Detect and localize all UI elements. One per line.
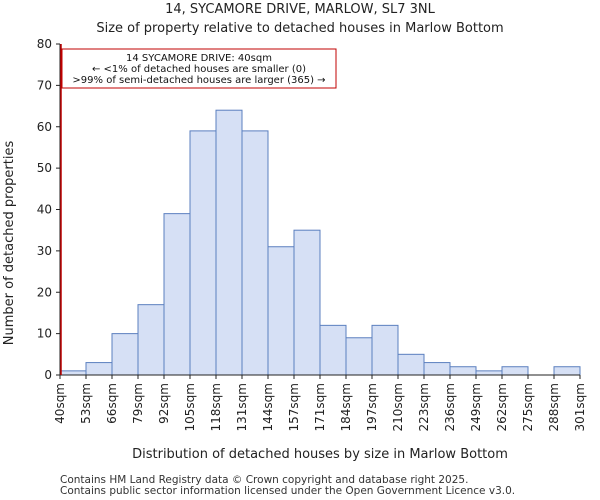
x-tick-label: 144sqm xyxy=(261,383,275,431)
y-tick-label: 0 xyxy=(44,368,52,382)
y-tick-label: 60 xyxy=(37,120,52,134)
x-tick-label: 288sqm xyxy=(547,383,561,431)
x-tick-label: 92sqm xyxy=(157,383,171,424)
y-tick-label: 80 xyxy=(37,37,52,51)
x-tick-label: 184sqm xyxy=(339,383,353,431)
x-tick-label: 301sqm xyxy=(573,383,587,431)
bar-197sqm xyxy=(371,324,399,376)
x-axis-ticks: 40sqm 53sqm 66sqm 79sqm 92sqm 105sqm 118sqm 131… xyxy=(53,375,587,431)
x-tick-label: 262sqm xyxy=(495,383,509,431)
x-tick-label: 236sqm xyxy=(443,383,457,431)
chart-title-line2: Size of property relative to detached ho… xyxy=(96,21,503,36)
x-tick-label: 157sqm xyxy=(287,383,301,431)
x-tick-label: 40sqm xyxy=(53,383,67,424)
x-tick-label: 131sqm xyxy=(235,383,249,431)
bar-223sqm xyxy=(423,362,451,376)
chart-title-line1: 14, SYCAMORE DRIVE, MARLOW, SL7 3NL xyxy=(165,2,436,17)
y-tick-label: 30 xyxy=(37,244,52,258)
bar-105sqm xyxy=(189,130,217,376)
y-tick-label: 50 xyxy=(37,161,52,175)
bar-118sqm xyxy=(215,109,243,376)
annotation-line2: ← <1% of detached houses are smaller (0) xyxy=(92,64,306,75)
x-tick-label: 249sqm xyxy=(469,383,483,431)
y-tick-label: 40 xyxy=(37,203,52,217)
bar-40sqm xyxy=(59,370,87,376)
x-tick-label: 210sqm xyxy=(391,383,405,431)
x-tick-label: 275sqm xyxy=(521,383,535,431)
bar-171sqm xyxy=(319,324,347,376)
y-tick-label: 20 xyxy=(37,285,52,299)
bar-236sqm xyxy=(449,366,477,376)
annotation: 14 SYCAMORE DRIVE: 40sqm ← <1% of detach… xyxy=(61,48,337,89)
x-tick-label: 223sqm xyxy=(417,383,431,431)
bar-249sqm xyxy=(475,370,503,376)
bar-66sqm xyxy=(111,333,139,376)
bar-92sqm xyxy=(163,213,191,376)
y-axis-ticks: 0 10 20 30 40 50 60 70 80 xyxy=(37,37,60,382)
annotation-line1: 14 SYCAMORE DRIVE: 40sqm xyxy=(126,53,272,64)
x-tick-label: 171sqm xyxy=(313,383,327,431)
x-tick-label: 105sqm xyxy=(183,383,197,431)
x-axis-label: Distribution of detached houses by size … xyxy=(132,447,508,462)
x-tick-label: 197sqm xyxy=(365,383,379,431)
bar-184sqm xyxy=(345,337,373,376)
x-tick-label: 118sqm xyxy=(209,383,223,431)
x-tick-label: 66sqm xyxy=(105,383,119,424)
x-tick-label: 79sqm xyxy=(131,383,145,424)
bar-288sqm xyxy=(553,366,581,376)
bar-262sqm xyxy=(501,366,529,376)
footer-line2: Contains public sector information licen… xyxy=(60,485,515,497)
bar-131sqm xyxy=(241,130,269,376)
bar-79sqm xyxy=(137,304,165,376)
annotation-box xyxy=(61,48,337,89)
footer-line1: Contains HM Land Registry data © Crown c… xyxy=(60,474,468,486)
bar-144sqm xyxy=(267,246,295,376)
bars xyxy=(59,109,581,376)
y-axis-label: Number of detached properties xyxy=(2,141,17,346)
annotation-line3: >99% of semi-detached houses are larger … xyxy=(72,75,325,86)
y-tick-label: 70 xyxy=(37,78,52,92)
y-tick-label: 10 xyxy=(37,327,52,341)
bar-157sqm xyxy=(293,229,321,376)
bar-53sqm xyxy=(85,362,113,376)
bar-210sqm xyxy=(397,353,425,376)
x-tick-label: 53sqm xyxy=(79,383,93,424)
